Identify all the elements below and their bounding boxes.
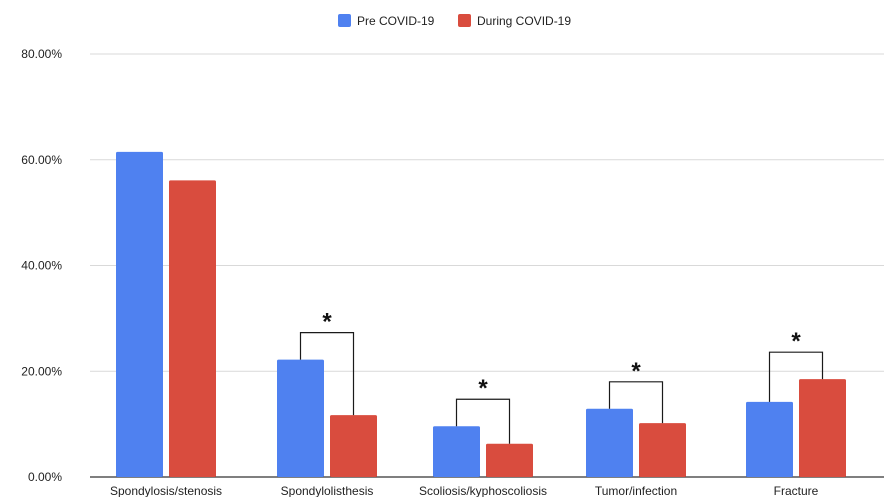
bar-pre-covid[interactable] — [116, 151, 163, 477]
significance-bracket — [455, 398, 511, 444]
significance-asterisk: * — [478, 375, 488, 402]
bar-during-covid[interactable] — [799, 379, 846, 477]
x-category-label: Fracture — [774, 484, 819, 497]
significance-asterisk: * — [631, 358, 641, 385]
y-tick-label: 60.00% — [21, 153, 62, 167]
significance-bracket — [299, 332, 355, 416]
x-axis-category-labels: Spondylosis/stenosis Spondylolisthesis Sco… — [110, 484, 819, 498]
bars — [116, 151, 846, 477]
legend-swatch-during-covid — [458, 14, 471, 27]
bar-during-covid[interactable] — [330, 415, 377, 477]
significance-asterisk: * — [322, 309, 332, 336]
bar-pre-covid[interactable] — [277, 359, 324, 477]
bar-pre-covid[interactable] — [433, 426, 480, 477]
bar-pre-covid[interactable] — [746, 401, 793, 477]
y-tick-label: 20.00% — [21, 364, 62, 378]
x-category-label: Tumor/infection — [595, 484, 677, 497]
y-tick-label: 40.00% — [21, 259, 62, 273]
x-category-label: Spondylosis/stenosis — [110, 484, 222, 497]
bar-during-covid[interactable] — [486, 443, 533, 477]
bar-during-covid[interactable] — [169, 180, 216, 477]
legend-label: During COVID-19 — [477, 14, 571, 28]
significance-bracket — [768, 351, 824, 402]
y-tick-label: 80.00% — [21, 47, 62, 61]
y-tick-label: 0.00% — [28, 470, 62, 484]
significance-asterisk: * — [791, 328, 801, 355]
bar-pre-covid[interactable] — [586, 408, 633, 477]
x-category-label: Spondylolisthesis — [281, 484, 374, 497]
legend-swatch-pre-covid — [338, 14, 351, 27]
significance-brackets: * * * * — [299, 309, 824, 444]
significance-bracket — [608, 381, 664, 424]
legend-label: Pre COVID-19 — [357, 14, 435, 28]
x-category-label: Scoliosis/kyphoscoliosis — [419, 484, 547, 497]
y-axis-tick-labels: 0.00% 20.00% 40.00% 60.00% 80.00% — [21, 47, 62, 484]
legend: Pre COVID-19 During COVID-19 — [338, 14, 571, 28]
bar-during-covid[interactable] — [639, 423, 686, 477]
